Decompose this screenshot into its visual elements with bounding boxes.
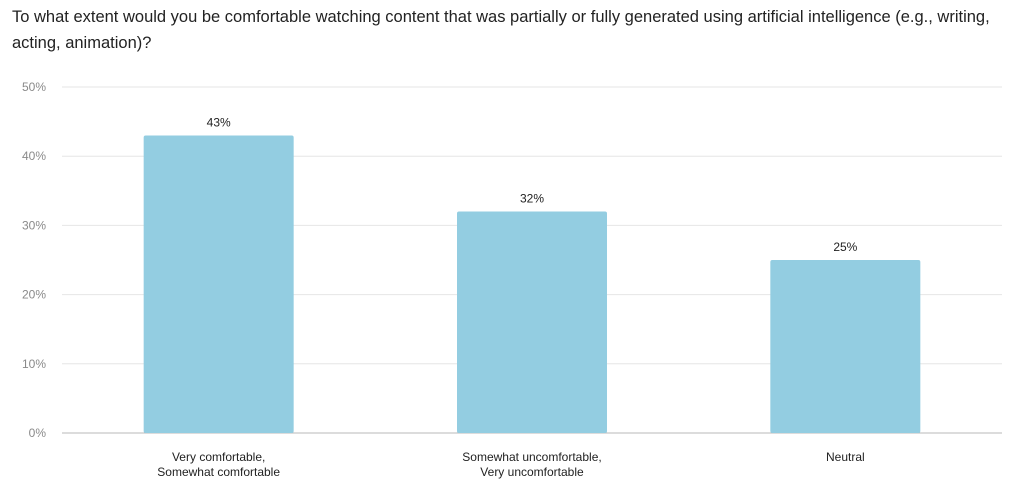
- bar: [143, 135, 294, 433]
- bar: [457, 211, 607, 433]
- data-labels: 43% 32% 25%: [207, 115, 858, 254]
- y-tick-label: 20%: [22, 288, 46, 302]
- category-label-line: Somewhat uncomfortable,: [462, 450, 601, 464]
- x-axis: Very comfortable, Somewhat comfortableSom…: [157, 450, 864, 479]
- chart-title: To what extent would you be comfortable …: [12, 8, 990, 52]
- category-label: Somewhat uncomfortable, Very uncomfortabl…: [462, 450, 601, 479]
- category-label: Neutral: [826, 450, 865, 464]
- y-tick-label: 40%: [22, 149, 46, 163]
- bar-value-label: 32%: [520, 192, 544, 206]
- category-label-line: Very uncomfortable: [480, 465, 584, 479]
- y-axis: 0% 10% 20% 30% 40% 50%: [22, 80, 46, 440]
- y-tick-label: 30%: [22, 218, 46, 232]
- bars: [143, 135, 921, 433]
- y-tick-label: 50%: [22, 80, 46, 94]
- y-tick-label: 10%: [22, 357, 46, 371]
- bar-value-label: 43%: [207, 115, 231, 129]
- category-label-line: Somewhat comfortable: [157, 465, 280, 479]
- category-label: Very comfortable, Somewhat comfortable: [157, 450, 280, 479]
- bar-value-label: 25%: [833, 240, 857, 254]
- bar: [770, 260, 921, 433]
- y-tick-label: 0%: [29, 426, 47, 440]
- category-label-line: Very comfortable,: [172, 450, 265, 464]
- category-label-line: Neutral: [826, 450, 865, 464]
